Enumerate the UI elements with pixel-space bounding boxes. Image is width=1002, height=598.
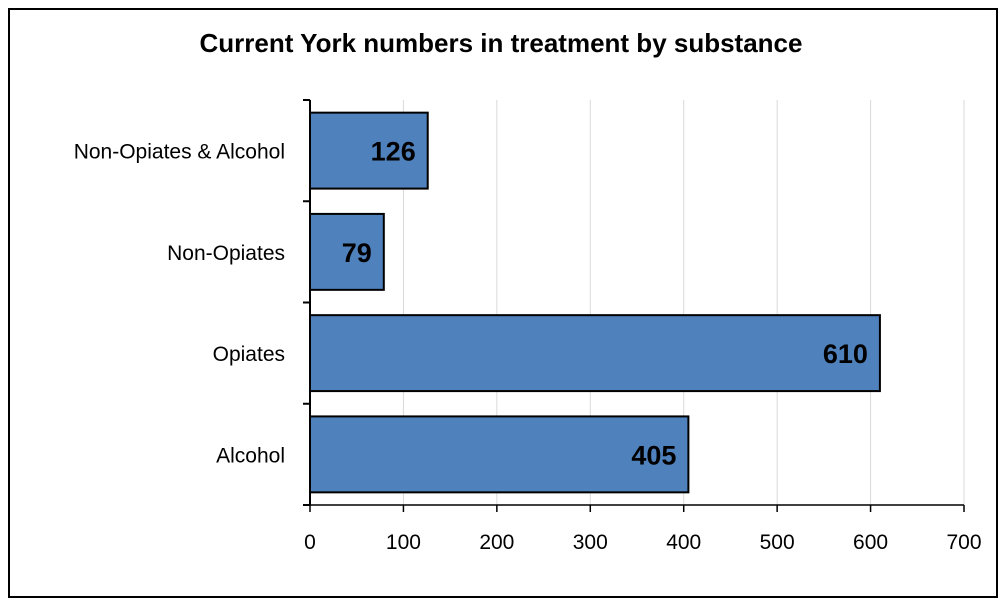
- x-tick-label: 500: [760, 531, 795, 554]
- x-tick-label: 200: [479, 531, 514, 554]
- chart-title: Current York numbers in treatment by sub…: [199, 28, 803, 58]
- bar-opiates: [309, 314, 881, 393]
- labels: 0 100 200 300 400 500 600 700 405 Alcohol 610 Opiat…: [74, 137, 982, 554]
- category-label: Opiates: [213, 343, 285, 366]
- data-label: 405: [631, 440, 676, 470]
- axes: [303, 99, 965, 512]
- x-tick-label: 400: [666, 531, 701, 554]
- x-tick-label: 700: [946, 531, 981, 554]
- x-tick-label: 0: [304, 531, 316, 554]
- x-tick-label: 300: [573, 531, 608, 554]
- category-label: Alcohol: [216, 444, 285, 467]
- x-tick-label: 100: [386, 531, 421, 554]
- category-label: Non-Opiates & Alcohol: [74, 141, 285, 164]
- data-label: 126: [371, 137, 416, 167]
- bars: [309, 111, 881, 494]
- chart-frame: [8, 8, 998, 598]
- x-tick-label: 600: [853, 531, 888, 554]
- data-label: 610: [823, 339, 868, 369]
- category-label: Non-Opiates: [167, 242, 285, 265]
- data-label: 79: [342, 238, 372, 268]
